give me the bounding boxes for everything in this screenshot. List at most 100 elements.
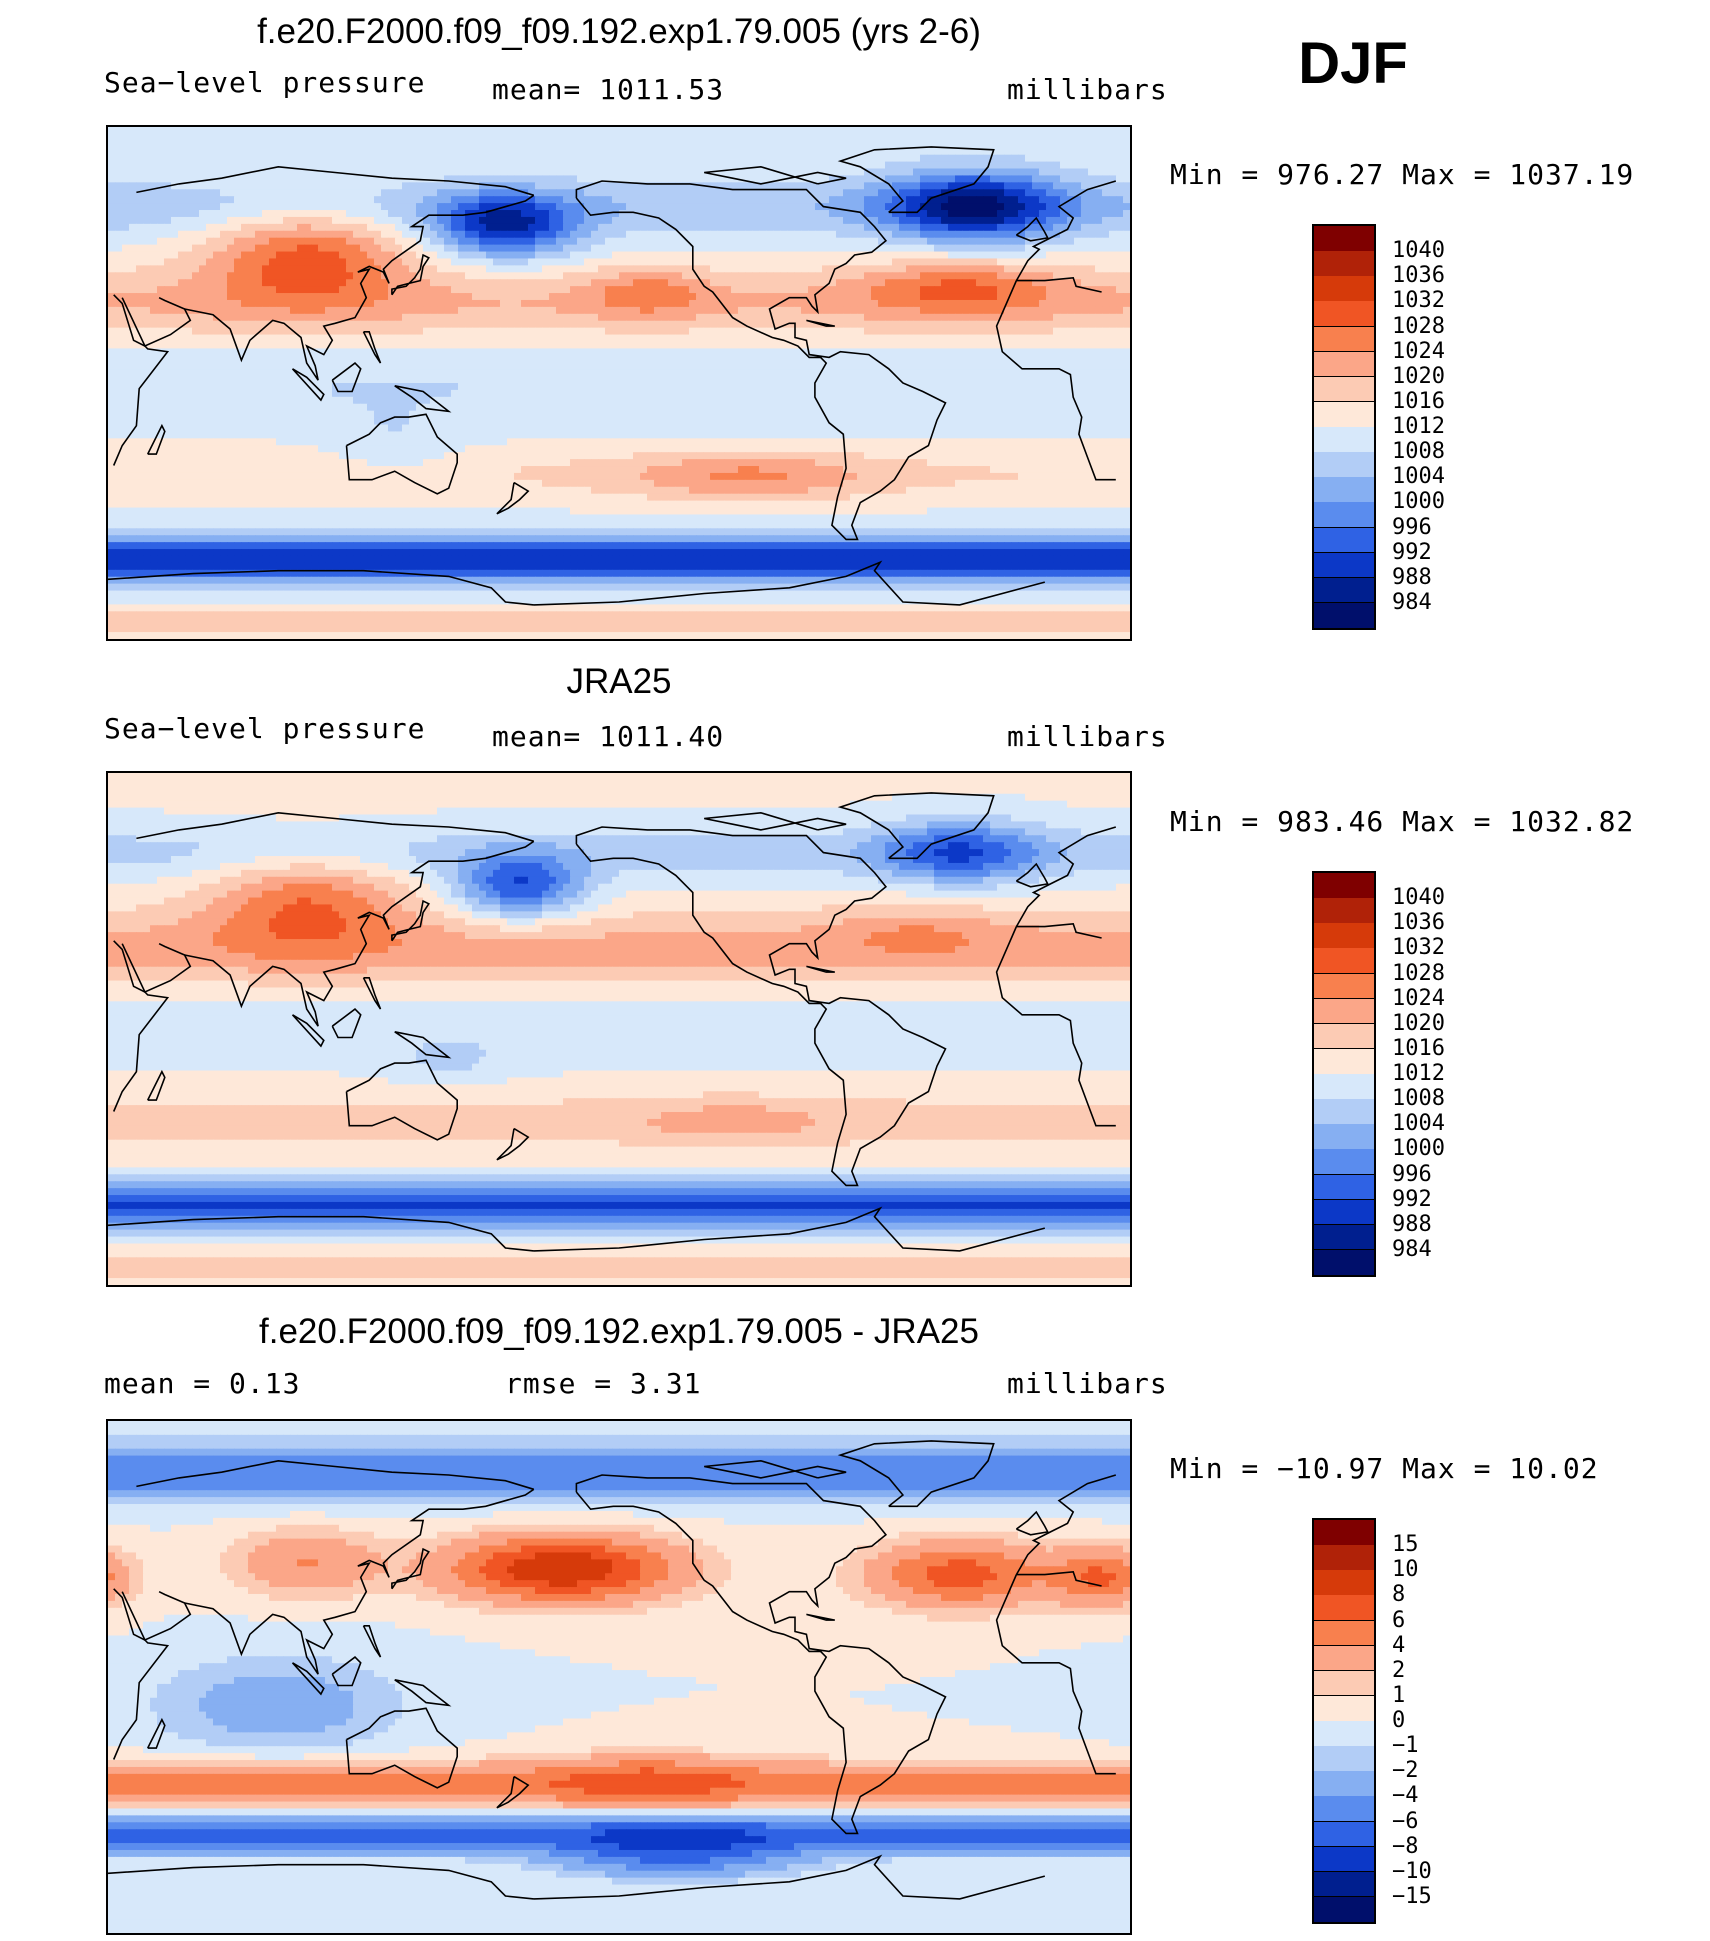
field-cell [227,154,235,163]
field-cell [458,313,466,322]
field-cell [899,341,907,350]
field-cell [794,196,802,204]
field-cell [423,223,431,232]
field-cell [612,313,620,322]
field-cell [696,196,704,204]
field-cell [1088,210,1096,218]
field-cell [1109,244,1117,253]
field-cell [787,237,795,246]
field-cell [178,362,186,370]
field-cell [318,313,326,322]
field-cell [136,230,144,239]
field-cell [633,196,641,204]
field-cell [171,154,179,163]
field-cell [801,237,809,246]
field-cell [773,237,781,246]
field-cell [1046,286,1054,294]
field-cell [185,327,193,336]
field-cell [472,251,480,260]
field-cell [311,196,319,204]
field-cell [1060,313,1068,322]
field-cell [192,327,200,336]
field-cell [1053,327,1061,336]
field-cell [724,341,732,350]
field-cell [626,230,634,239]
field-cell [871,182,879,190]
field-cell [1102,154,1110,163]
field-cell [934,168,942,177]
field-cell [640,293,648,301]
field-cell [1095,223,1103,232]
field-cell [857,189,865,197]
field-cell [353,154,361,163]
field-cell [1123,168,1130,177]
field-cell [297,341,305,350]
field-cell [934,203,942,211]
field-cell [311,348,319,356]
field-cell [612,168,620,177]
field-cell [486,203,494,211]
field-cell [178,313,186,322]
field-cell [801,251,809,260]
field-cell [234,341,242,350]
field-cell [1088,168,1096,177]
field-cell [780,272,788,280]
field-cell [297,147,305,156]
field-cell [276,265,284,273]
field-cell [633,161,641,170]
field-cell [374,244,382,253]
field-cell [654,251,662,260]
field-cell [885,189,893,197]
field-cell [738,154,746,163]
field-cell [430,210,438,218]
field-cell [346,140,354,149]
field-cell [1011,230,1019,239]
field-cell [493,327,501,336]
field-cell [927,133,935,142]
field-cell [1039,230,1047,239]
field-cell [696,237,704,246]
field-cell [927,306,935,315]
field-cell [1088,341,1096,350]
field-cell [339,189,347,197]
field-cell [689,216,697,225]
field-cell [675,348,683,356]
field-cell [1074,189,1082,197]
field-cell [633,272,641,280]
field-cell [591,189,599,197]
field-cell [409,196,417,204]
field-cell [745,189,753,197]
field-cell [325,216,333,225]
field-cell [682,175,690,183]
field-cell [976,320,984,329]
field-cell [675,182,683,190]
field-cell [941,341,949,350]
field-cell [906,203,914,211]
field-cell [598,320,606,329]
field-cell [731,293,739,301]
field-cell [234,133,242,142]
field-cell [129,182,137,190]
field-cell [878,334,886,343]
field-cell [941,272,949,280]
field-cell [1018,272,1026,280]
field-cell [486,251,494,260]
field-cell [262,355,270,363]
field-cell [185,182,193,190]
field-cell [1067,189,1075,197]
field-cell [416,251,424,260]
field-cell [255,244,263,253]
field-cell [871,140,879,149]
field-cell [619,127,627,135]
field-cell [584,334,592,343]
field-cell [451,327,459,336]
field-cell [605,279,613,287]
field-cell [367,140,375,149]
field-cell [1109,189,1117,197]
field-cell [1109,265,1117,273]
field-cell [920,306,928,315]
field-cell [696,334,704,343]
field-cell [808,216,816,225]
field-cell [549,154,557,163]
field-cell [864,279,872,287]
